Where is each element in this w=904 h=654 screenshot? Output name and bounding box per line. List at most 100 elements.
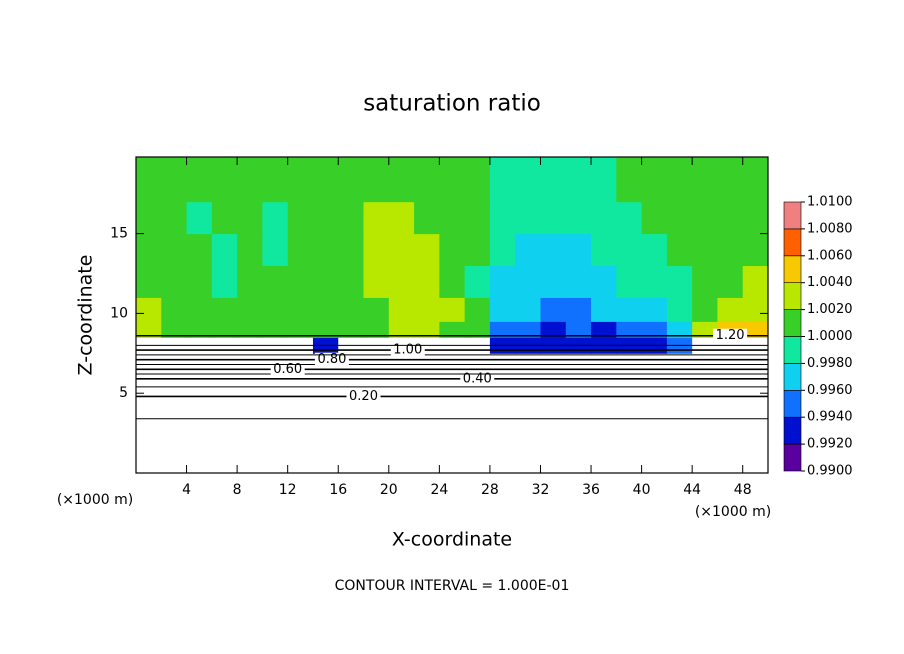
contour-label: 1.00	[393, 343, 422, 358]
colorbar-label: 0.9900	[807, 464, 853, 479]
heat-cell	[363, 353, 390, 474]
heat-cell	[388, 157, 415, 203]
heat-cell	[211, 297, 238, 322]
heat-cell	[540, 233, 567, 267]
heat-cell	[211, 321, 238, 338]
contour-label-bg	[460, 371, 495, 386]
heat-cell	[641, 201, 668, 235]
heat-cell	[186, 201, 213, 235]
x-unit-right: (×1000 m)	[695, 504, 771, 520]
x-tick-label: 28	[481, 482, 499, 498]
y-tick-label: 15	[110, 226, 128, 242]
heat-cell	[591, 265, 617, 298]
footer-note: CONTOUR INTERVAL = 1.000E-01	[335, 578, 570, 594]
heat-cell	[136, 233, 162, 267]
heat-cell	[616, 157, 643, 203]
heat-cell	[565, 201, 592, 235]
heat-cell	[161, 321, 188, 338]
heat-cell	[641, 297, 668, 322]
heat-cell	[363, 201, 390, 235]
x-tick-label: 24	[430, 482, 448, 498]
x-tick-label: 20	[380, 482, 398, 498]
heat-cell	[540, 201, 567, 235]
heat-cell	[565, 233, 592, 267]
heat-cell	[692, 157, 718, 203]
heat-cell	[464, 321, 491, 338]
heat-cell	[439, 233, 466, 267]
heat-cell	[262, 233, 289, 267]
heat-cell	[237, 157, 263, 203]
heat-cell	[591, 353, 617, 474]
heat-cell	[439, 265, 466, 298]
heat-cell	[262, 265, 289, 298]
heat-cell	[616, 233, 643, 267]
heat-cell	[616, 201, 643, 235]
colorbar-bin	[783, 309, 802, 337]
heat-cell	[641, 321, 668, 338]
heat-cell	[161, 157, 188, 203]
heat-cell	[616, 353, 643, 474]
colorbar-bin	[783, 255, 802, 284]
heat-cell	[692, 265, 718, 298]
heat-cell	[439, 353, 466, 474]
contour-label-bg	[346, 389, 381, 404]
colorbar-label: 1.0020	[807, 302, 853, 317]
heat-cell	[136, 157, 162, 203]
heat-cell	[489, 157, 516, 203]
heat-cell	[363, 233, 390, 267]
heat-cell	[666, 353, 693, 474]
contour-label-bg	[390, 343, 425, 358]
colorbar-label: 1.0100	[807, 195, 853, 210]
heat-cell	[540, 265, 567, 298]
heat-cell	[388, 201, 415, 235]
heat-cell	[287, 321, 314, 338]
heat-cell	[338, 353, 365, 474]
contour-label: 0.60	[273, 362, 302, 377]
heat-cell	[363, 265, 390, 298]
heat-cell	[616, 265, 643, 298]
heat-cell	[565, 157, 592, 203]
heat-cell	[338, 265, 365, 298]
heat-cell	[186, 321, 213, 338]
heat-cell	[717, 201, 744, 235]
heat-cell	[717, 265, 744, 298]
heat-cell	[666, 157, 693, 203]
heat-cell	[439, 321, 466, 338]
heat-cell	[641, 157, 668, 203]
heat-cell	[666, 265, 693, 298]
colorbar-label: 0.9960	[807, 383, 853, 398]
heat-cell	[136, 321, 162, 338]
heat-cell	[515, 321, 541, 338]
heat-cell	[414, 353, 440, 474]
heat-cell	[262, 321, 289, 338]
heat-cell	[565, 265, 592, 298]
heat-cell	[338, 233, 365, 267]
heat-cell	[464, 233, 491, 267]
colorbar-label: 1.0060	[807, 248, 853, 263]
heat-cell	[161, 265, 188, 298]
x-tick-label: 4	[182, 482, 191, 498]
heat-cell	[312, 265, 339, 298]
heat-cell	[211, 265, 238, 298]
heat-cell	[287, 157, 314, 203]
heat-cell	[439, 157, 466, 203]
heat-cell	[136, 297, 162, 322]
heat-cell	[515, 233, 541, 267]
y-tick-label: 10	[110, 305, 128, 321]
heat-cell	[186, 265, 213, 298]
heat-cell	[565, 353, 592, 474]
heat-cell	[388, 321, 415, 338]
heat-cell	[312, 321, 339, 338]
heat-cell	[489, 201, 516, 235]
heat-cell	[666, 201, 693, 235]
heat-cell	[666, 321, 693, 338]
heat-cell	[540, 297, 567, 322]
heat-cell	[616, 297, 643, 322]
heat-cell	[489, 265, 516, 298]
heat-cell	[414, 297, 440, 322]
heat-cell	[414, 321, 440, 338]
heat-cell	[363, 157, 390, 203]
heat-cell	[591, 233, 617, 267]
heat-cell	[742, 201, 769, 235]
